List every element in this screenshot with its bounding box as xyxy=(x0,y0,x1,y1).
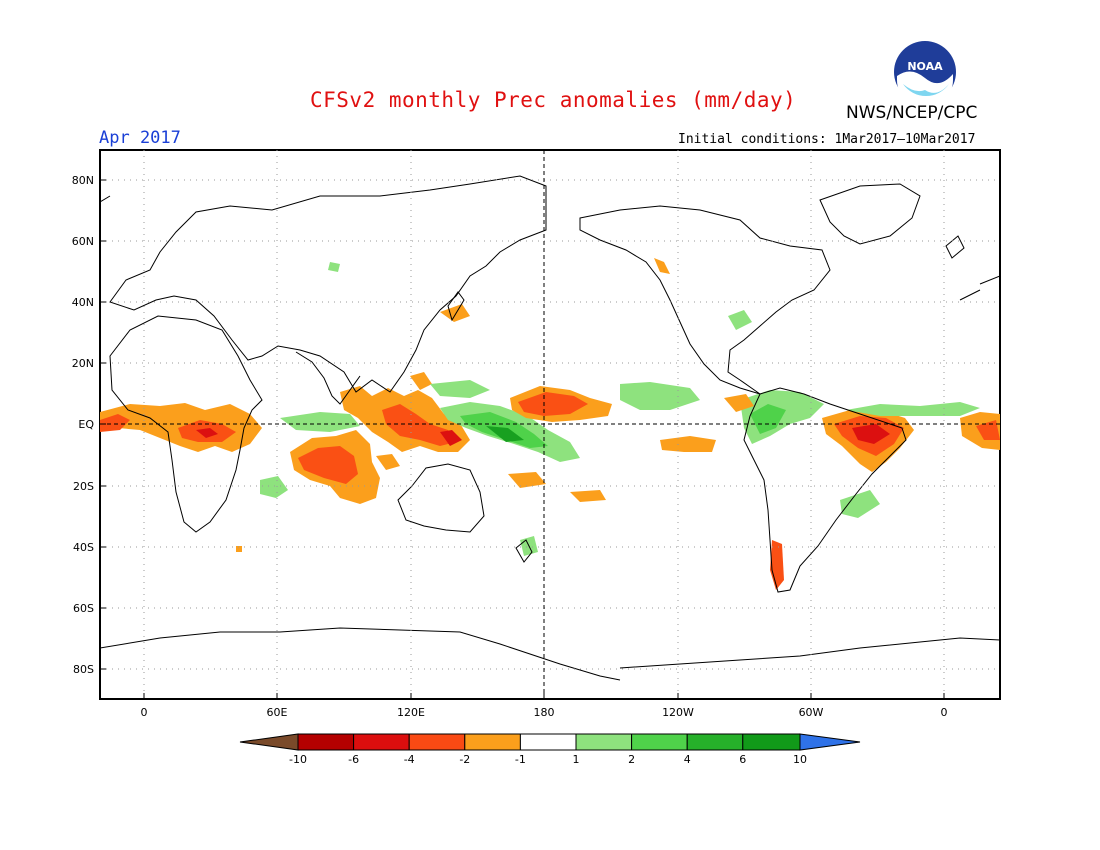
colorbar-swatch xyxy=(297,733,355,751)
lat-label: 20S xyxy=(73,480,94,493)
anomaly-layer xyxy=(100,258,1000,590)
colorbar-swatch xyxy=(408,733,466,751)
colorbar-label: -6 xyxy=(348,753,359,766)
colorbar xyxy=(239,733,861,751)
colorbar-labels: -10 -6 -4 -2 -1 1 2 4 6 10 xyxy=(289,753,807,766)
map-title: CFSv2 monthly Prec anomalies (mm/day) xyxy=(310,88,797,112)
lat-label: EQ xyxy=(78,418,94,431)
lat-labels: 80N 60N 40N 20N EQ 20S 40S 60S 80S xyxy=(72,174,95,676)
lon-label: 0 xyxy=(941,706,948,719)
colorbar-swatch xyxy=(519,733,577,751)
colorbar-label: -1 xyxy=(515,753,526,766)
colorbar-label: -4 xyxy=(404,753,415,766)
colorbar-label: 10 xyxy=(793,753,807,766)
lat-label: 40N xyxy=(72,296,94,309)
colorbar-label: -2 xyxy=(459,753,470,766)
lon-label: 60E xyxy=(267,706,288,719)
lat-label: 80N xyxy=(72,174,94,187)
axis-ticks xyxy=(100,179,945,699)
lon-label: 60W xyxy=(799,706,824,719)
colorbar-label: 4 xyxy=(684,753,691,766)
colorbar-swatch xyxy=(464,733,521,751)
lat-label: 60N xyxy=(72,235,94,248)
colorbar-swatch xyxy=(631,733,688,751)
colorbar-label: -10 xyxy=(289,753,307,766)
colorbar-swatch xyxy=(575,733,633,751)
colorbar-low-arrow xyxy=(239,733,299,751)
lat-label: 20N xyxy=(72,357,94,370)
colorbar-swatch xyxy=(686,733,744,751)
lon-label: 0 xyxy=(141,706,148,719)
lat-label: 60S xyxy=(73,602,94,615)
forecast-period: Apr 2017 xyxy=(99,128,181,148)
lon-label: 120W xyxy=(662,706,694,719)
lon-label: 180 xyxy=(534,706,555,719)
organization-label: NWS/NCEP/CPC xyxy=(846,103,978,123)
coastlines xyxy=(100,175,1000,681)
colorbar-swatch xyxy=(353,733,410,751)
lat-grid xyxy=(100,179,1000,670)
colorbar-label: 1 xyxy=(573,753,580,766)
initial-conditions: Initial conditions: 1Mar2017–10Mar2017 xyxy=(678,132,976,147)
svg-text:NOAA: NOAA xyxy=(907,60,943,73)
lat-label: 80S xyxy=(73,663,94,676)
colorbar-swatch xyxy=(742,733,801,751)
lon-label: 120E xyxy=(397,706,425,719)
noaa-logo-icon: NOAA xyxy=(894,41,956,104)
colorbar-label: 6 xyxy=(739,753,746,766)
lon-labels: 0 60E 120E 180 120W 60W 0 xyxy=(141,706,948,719)
colorbar-high-arrow xyxy=(799,733,861,751)
colorbar-label: 2 xyxy=(628,753,635,766)
lat-label: 40S xyxy=(73,541,94,554)
